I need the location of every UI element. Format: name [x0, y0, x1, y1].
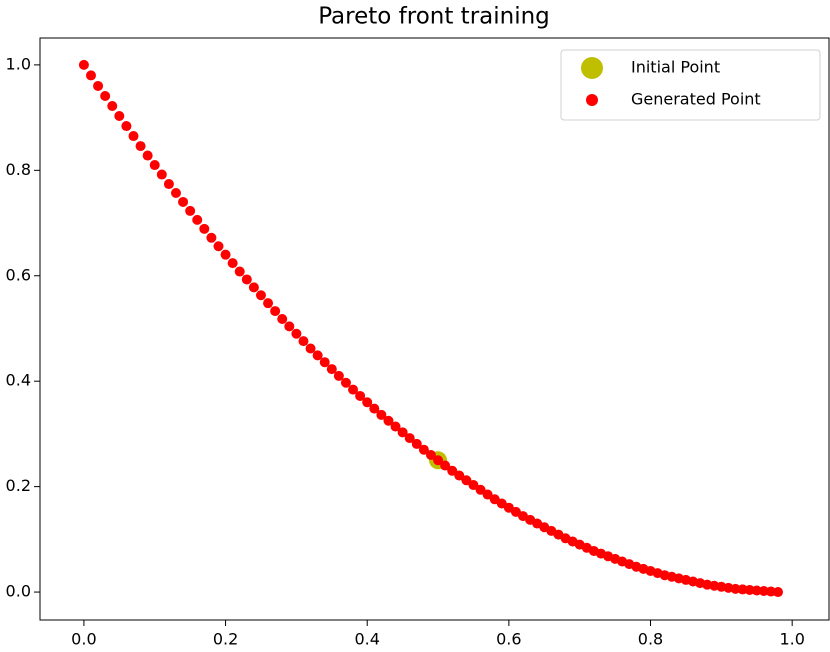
point — [277, 313, 288, 324]
point — [425, 449, 436, 460]
point — [163, 179, 174, 190]
legend-box — [560, 49, 821, 121]
point — [114, 111, 125, 122]
chart-title: Pareto front training — [318, 4, 550, 30]
point — [319, 357, 330, 368]
point — [291, 328, 302, 339]
point — [390, 421, 401, 432]
point — [284, 321, 295, 332]
point — [447, 465, 458, 476]
axes-frame — [39, 37, 830, 621]
y-tick-label: 0.2 — [6, 476, 31, 495]
point — [773, 587, 784, 598]
legend-label: Generated Point — [631, 90, 761, 109]
point — [142, 150, 153, 161]
y-tick-label: 0.0 — [6, 582, 31, 601]
point — [241, 274, 252, 285]
point — [199, 223, 210, 234]
point — [440, 460, 451, 471]
point — [475, 484, 486, 495]
point — [128, 131, 139, 142]
point — [206, 232, 217, 243]
point — [213, 241, 224, 252]
point — [85, 70, 96, 81]
point — [185, 205, 196, 216]
y-tick-label: 0.8 — [6, 160, 31, 179]
point — [362, 397, 373, 408]
point — [312, 350, 323, 361]
point — [340, 377, 351, 388]
point — [248, 282, 259, 293]
point — [433, 455, 444, 466]
point — [234, 266, 245, 277]
point — [305, 343, 316, 354]
legend-label: Initial Point — [631, 58, 720, 77]
point — [93, 80, 104, 91]
point — [149, 160, 160, 171]
point — [298, 336, 309, 347]
point — [376, 409, 387, 420]
point — [418, 444, 429, 455]
y-tick-label: 0.6 — [6, 265, 31, 284]
point — [121, 121, 132, 132]
point — [192, 214, 203, 225]
point — [227, 258, 238, 269]
y-tick-label: 1.0 — [6, 54, 31, 73]
point — [482, 489, 493, 500]
x-tick-label: 0.8 — [638, 630, 663, 649]
point — [355, 390, 366, 401]
point — [220, 249, 231, 260]
point — [135, 141, 146, 152]
point — [107, 101, 118, 112]
point — [461, 475, 472, 486]
point — [270, 306, 281, 317]
point — [100, 90, 111, 101]
point — [454, 470, 465, 481]
point — [263, 298, 274, 309]
legend-marker — [586, 94, 598, 106]
point — [404, 433, 415, 444]
point — [397, 427, 408, 438]
point — [78, 59, 89, 70]
point — [468, 480, 479, 491]
point — [411, 438, 422, 449]
point — [156, 169, 167, 180]
point — [326, 364, 337, 375]
point — [348, 384, 359, 395]
legend-marker — [581, 57, 603, 79]
point — [170, 187, 181, 198]
x-tick-label: 0.6 — [496, 630, 521, 649]
x-tick-label: 0.2 — [213, 630, 238, 649]
x-tick-label: 0.0 — [71, 630, 96, 649]
y-tick-label: 0.4 — [6, 371, 31, 390]
point — [255, 290, 266, 301]
point — [178, 196, 189, 207]
point — [369, 403, 380, 414]
x-tick-label: 0.4 — [354, 630, 379, 649]
x-tick-label: 1.0 — [779, 630, 804, 649]
point — [383, 415, 394, 426]
point — [333, 370, 344, 381]
